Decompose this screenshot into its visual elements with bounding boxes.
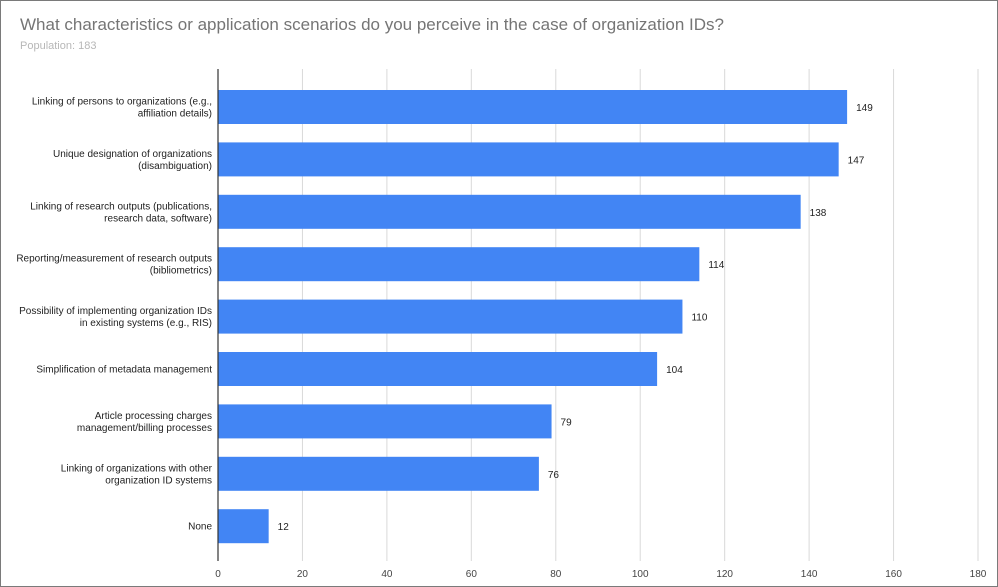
category-label: Reporting/measurement of research output… xyxy=(16,254,212,277)
bar xyxy=(218,247,700,282)
x-tick-label: 80 xyxy=(550,569,562,580)
chart-title: What characteristics or application scen… xyxy=(20,15,724,34)
data-label: 114 xyxy=(708,260,724,271)
x-tick-label: 140 xyxy=(801,569,818,580)
category-label: Linking of persons to organizations (e.g… xyxy=(32,97,212,120)
bar xyxy=(218,456,539,491)
category-label: Possibility of implementing organization… xyxy=(19,306,212,329)
category-label: Article processing charges management/bil… xyxy=(77,411,212,434)
x-tick-label: 60 xyxy=(466,569,478,580)
x-tick-label: 180 xyxy=(970,569,987,580)
bar xyxy=(218,404,552,439)
bar xyxy=(218,90,848,124)
x-tick-label: 100 xyxy=(632,569,649,580)
x-tick-label: 40 xyxy=(381,569,393,580)
bar xyxy=(218,194,801,229)
data-label: 110 xyxy=(691,313,707,324)
category-label: Simplification of metadata management xyxy=(36,365,212,376)
bar xyxy=(218,352,658,386)
category-label: None xyxy=(188,522,212,533)
x-tick-label: 20 xyxy=(297,569,309,580)
bar xyxy=(218,509,269,544)
x-tick-label: 160 xyxy=(885,569,902,580)
data-label: 138 xyxy=(810,208,827,219)
data-label: 147 xyxy=(848,155,865,166)
data-label: 149 xyxy=(856,103,873,114)
category-label: Unique designation of organizations (disa… xyxy=(53,149,212,172)
x-tick-label: 0 xyxy=(215,569,221,580)
data-label: 76 xyxy=(548,470,560,481)
data-label: 104 xyxy=(666,365,683,376)
data-label: 12 xyxy=(278,522,290,533)
x-tick-label: 120 xyxy=(716,569,733,580)
chart-subtitle: Population: 183 xyxy=(20,40,97,52)
bar xyxy=(218,299,683,334)
category-label: Linking of organizations with other organ… xyxy=(61,463,213,486)
data-label: 79 xyxy=(561,417,573,428)
category-label: Linking of research outputs (publication… xyxy=(30,201,212,224)
bar xyxy=(218,142,839,177)
